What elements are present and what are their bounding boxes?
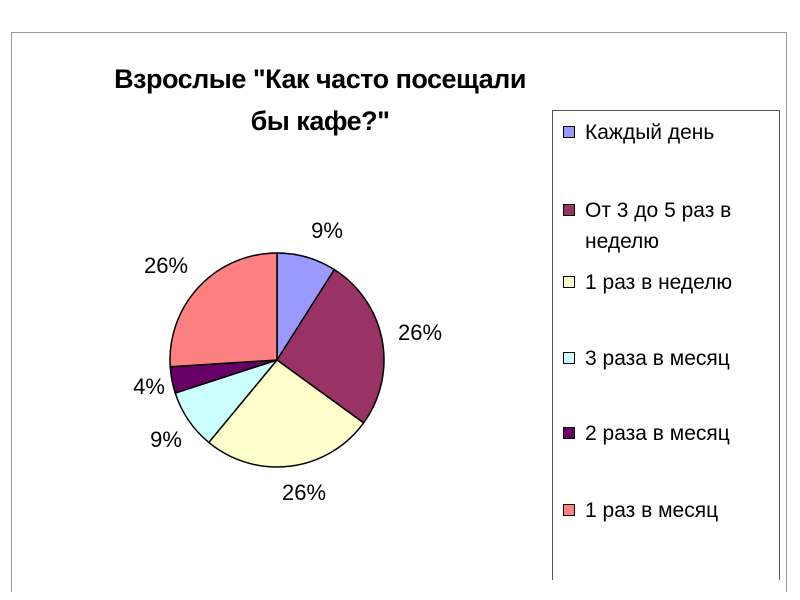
legend-label: 3 раза в месяц [585,347,730,370]
legend-swatch [563,427,575,439]
data-label-3: 26% [282,480,326,505]
legend-label: Каждый день [585,121,715,144]
legend-swatch [563,504,575,516]
legend-label: От 3 до 5 раз в неделю [585,199,732,253]
legend-item-1: Каждый день [563,117,778,148]
legend-item-5: 2 раза в месяц [563,418,778,449]
pie-slice-2 [275,268,385,424]
legend-swatch [563,126,575,138]
legend-label: 1 раз в неделю [585,271,733,294]
legend: Каждый день От 3 до 5 раз в неделю 1 раз в… [552,110,780,580]
pie-slice-6 [169,252,278,368]
legend-item-2: От 3 до 5 раз в неделю [563,195,778,257]
data-label-1: 9% [311,218,343,243]
data-label-5: 4% [133,374,165,399]
data-label-6: 26% [144,253,188,278]
legend-swatch [563,276,575,288]
pie-slice-3 [207,358,365,468]
legend-item-6: 1 раз в месяц [563,495,778,526]
legend-item-3: 1 раз в неделю [563,267,778,298]
legend-label: 2 раза в месяц [585,422,730,445]
data-label-4: 9% [150,427,182,452]
legend-item-4: 3 раза в месяц [563,343,778,374]
legend-label: 1 раз в месяц [585,499,719,522]
data-label-2: 26% [398,320,442,345]
chart-title: Взрослые "Как часто посещали бы кафе?" [114,64,526,136]
legend-swatch [563,204,575,216]
legend-swatch [563,352,575,364]
